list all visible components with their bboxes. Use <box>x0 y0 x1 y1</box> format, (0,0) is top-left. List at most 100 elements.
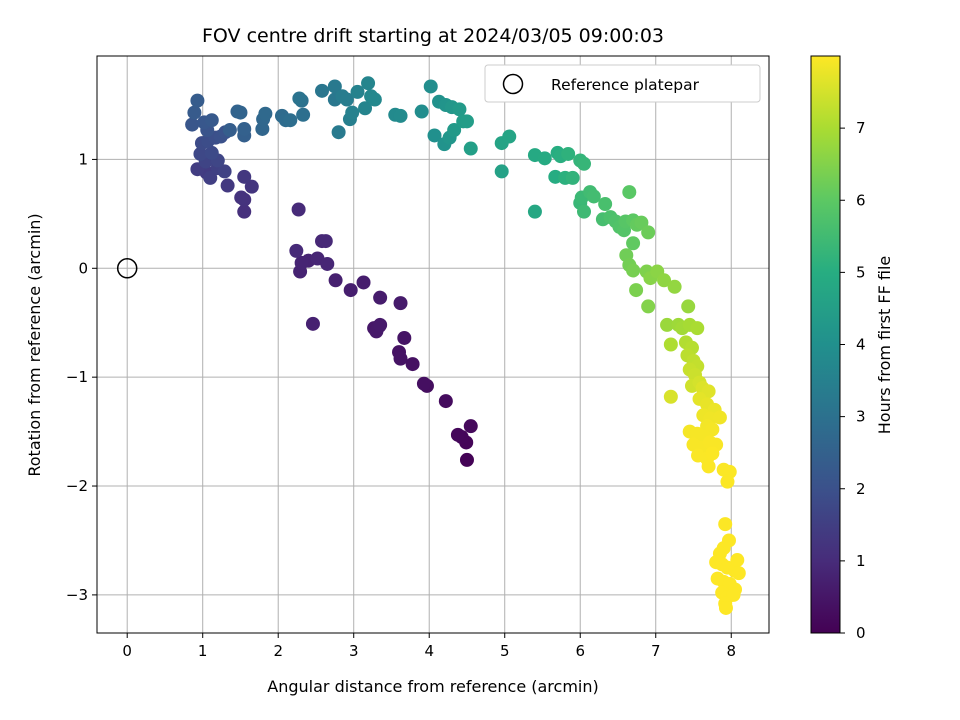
data-point <box>577 156 592 171</box>
data-point <box>438 394 453 409</box>
y-tick-label: −1 <box>66 368 88 386</box>
data-points <box>116 76 746 615</box>
data-point <box>283 113 298 128</box>
data-point <box>296 107 311 122</box>
data-point <box>663 337 678 352</box>
data-point <box>726 587 741 602</box>
plot-frame <box>96 55 770 634</box>
data-point <box>565 170 580 185</box>
x-tick-label: 5 <box>500 642 510 660</box>
data-point <box>718 517 733 532</box>
data-point <box>494 164 509 179</box>
x-tick-label: 0 <box>122 642 132 660</box>
x-axis-label: Angular distance from reference (arcmin) <box>267 677 598 696</box>
data-point <box>414 104 429 119</box>
x-tick-label: 4 <box>424 642 434 660</box>
data-point <box>315 83 330 98</box>
colorbar-tick-label: 4 <box>856 336 866 354</box>
data-point <box>258 106 273 121</box>
data-point <box>237 204 252 219</box>
data-point <box>731 566 746 581</box>
data-point <box>629 283 644 298</box>
data-point <box>701 459 716 474</box>
data-point <box>626 263 641 278</box>
data-point <box>416 376 431 391</box>
data-point <box>373 290 388 305</box>
data-point <box>626 236 641 251</box>
data-point <box>393 296 408 311</box>
colorbar-tick-label: 6 <box>856 191 866 209</box>
colorbar-tick-label: 1 <box>856 552 866 570</box>
data-point <box>730 553 745 568</box>
data-point <box>328 273 343 288</box>
data-point <box>622 185 637 200</box>
data-point <box>660 317 675 332</box>
legend-box <box>484 64 761 103</box>
data-point <box>185 117 200 132</box>
data-point <box>586 189 601 204</box>
data-point <box>450 427 465 442</box>
colorbar-tick-label: 0 <box>856 624 866 642</box>
data-point <box>537 151 552 166</box>
colorbar-tick-label: 3 <box>856 408 866 426</box>
y-tick-label: −3 <box>66 586 88 604</box>
data-point <box>641 225 656 240</box>
data-point <box>718 600 733 615</box>
x-tick-label: 2 <box>273 642 283 660</box>
data-point <box>577 204 592 219</box>
x-axis: 0 1 2 3 4 5 6 7 8 <box>122 633 736 660</box>
colorbar-label: Hours from first FF file <box>875 256 894 435</box>
data-point <box>203 170 218 185</box>
x-tick-label: 8 <box>726 642 736 660</box>
data-point <box>358 101 373 116</box>
data-point <box>233 105 248 120</box>
data-point <box>663 389 678 404</box>
data-point <box>527 204 542 219</box>
data-point <box>356 275 371 290</box>
legend-marker-icon <box>502 73 524 95</box>
data-point <box>190 93 205 108</box>
data-point <box>305 316 320 331</box>
data-point <box>502 129 517 144</box>
data-point <box>561 146 576 161</box>
x-tick-label: 3 <box>349 642 359 660</box>
data-point <box>234 190 249 205</box>
y-axis: −3 −2 −1 0 1 <box>66 150 97 604</box>
legend-label: Reference platepar <box>551 76 700 94</box>
data-point <box>452 102 467 117</box>
data-point <box>720 474 735 489</box>
x-tick-label: 6 <box>575 642 585 660</box>
colorbar-ticks: 0 1 2 3 4 5 6 7 <box>840 119 866 642</box>
data-point <box>712 410 727 425</box>
data-point <box>463 141 478 156</box>
data-point <box>331 125 346 140</box>
data-point <box>397 330 412 345</box>
data-point <box>320 256 335 271</box>
x-tick-label: 1 <box>198 642 208 660</box>
data-point <box>459 114 474 129</box>
data-point <box>393 108 408 123</box>
data-point <box>222 123 237 138</box>
data-point <box>641 299 656 314</box>
data-point <box>447 123 462 138</box>
reference-point-marker <box>116 258 138 279</box>
data-point <box>681 299 696 314</box>
y-tick-label: 1 <box>78 150 88 168</box>
data-point <box>345 105 360 120</box>
colorbar-tick-label: 2 <box>856 480 866 498</box>
data-point <box>459 452 474 467</box>
data-point <box>373 317 388 332</box>
data-point <box>237 121 252 136</box>
data-point <box>339 92 354 107</box>
data-point <box>204 145 219 160</box>
colorbar-tick-label: 7 <box>856 119 866 137</box>
data-point <box>294 255 309 270</box>
y-tick-label: −2 <box>66 477 88 495</box>
chart-title: FOV centre drift starting at 2024/03/05 … <box>202 25 664 47</box>
data-point <box>393 351 408 366</box>
data-point <box>667 279 682 294</box>
data-point <box>423 79 438 94</box>
data-point <box>237 169 252 184</box>
data-point <box>405 357 420 372</box>
data-point <box>463 419 478 434</box>
